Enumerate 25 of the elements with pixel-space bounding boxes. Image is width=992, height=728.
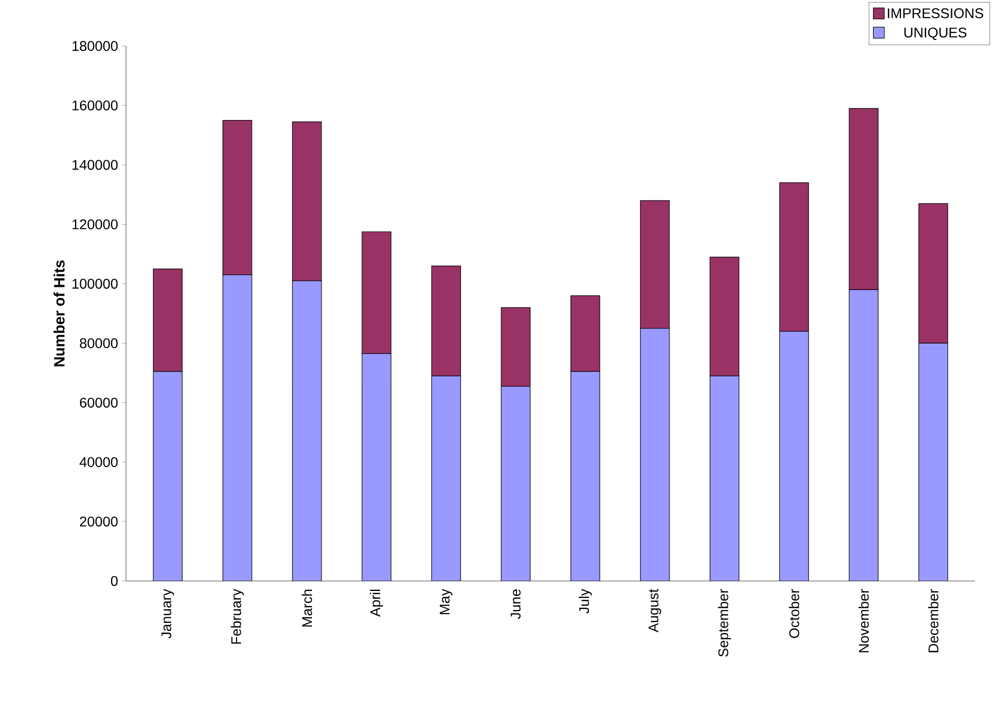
x-tick-label: June <box>510 589 521 619</box>
legend-label: UNIQUES <box>904 28 966 40</box>
legend-label: IMPRESSIONS <box>888 8 984 18</box>
y-tick-label: 180000 <box>72 41 118 51</box>
x-tick-label: February <box>230 588 244 644</box>
x-tick-label: October <box>788 589 800 638</box>
x-tick-label: May <box>440 588 452 614</box>
x-tick-label: November <box>858 589 869 652</box>
x-tick-label: April <box>370 590 384 617</box>
y-tick-label: 60000 <box>80 398 118 408</box>
y-tick-label: 100000 <box>72 278 118 289</box>
y-tick-label: 160000 <box>72 100 118 110</box>
y-tick-label: 20000 <box>80 516 118 527</box>
x-tick-label: March <box>302 590 312 627</box>
x-tick-label: July <box>578 588 592 614</box>
x-tick-label: August <box>648 588 662 632</box>
x-tick-label: December <box>928 589 938 652</box>
y-tick-label: 140000 <box>72 160 118 170</box>
y-tick-label: 0 <box>110 576 118 586</box>
y-tick-label: 40000 <box>80 457 118 468</box>
x-tick-label: January <box>161 588 174 638</box>
y-tick-label: 80000 <box>80 338 118 348</box>
y-tick-label: 120000 <box>72 219 118 230</box>
y-axis-title: Number of Hits <box>54 260 65 366</box>
x-tick-label: September <box>718 589 732 657</box>
